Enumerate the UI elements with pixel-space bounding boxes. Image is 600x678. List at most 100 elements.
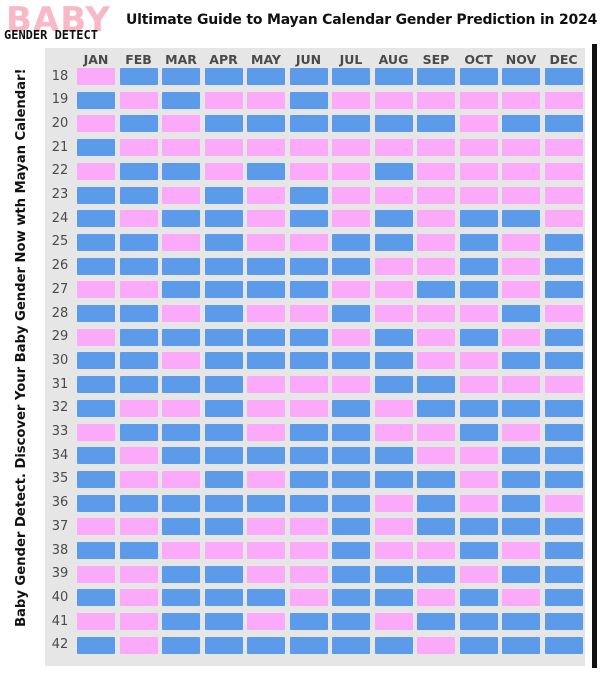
girl-cell: [417, 186, 455, 204]
boy-cell: [289, 470, 328, 488]
girl-cell: [374, 542, 413, 559]
girl-cell: [247, 91, 285, 109]
month-header: JUL: [339, 52, 363, 67]
girl-cell: [502, 257, 540, 275]
girl-cell: [374, 257, 413, 275]
boy-cell: [77, 233, 115, 251]
boy-cell: [77, 376, 115, 394]
boy-cell: [77, 139, 115, 157]
boy-cell: [332, 565, 370, 583]
girl-cell: [247, 139, 285, 157]
girl-cell: [162, 470, 200, 488]
age-label: 40: [51, 589, 69, 605]
boy-cell: [502, 565, 540, 583]
boy-cell: [247, 352, 285, 370]
girl-cell: [459, 305, 498, 322]
boy-cell: [502, 470, 540, 488]
boy-cell: [502, 447, 540, 465]
girl-cell: [247, 613, 285, 631]
boy-cell: [247, 68, 285, 85]
age-label: 23: [51, 187, 69, 202]
boy-cell: [459, 589, 498, 607]
boy-cell: [544, 281, 583, 299]
boy-cell: [544, 518, 583, 536]
month-header: MAR: [165, 52, 197, 67]
girl-cell: [289, 305, 328, 322]
boy-cell: [459, 613, 498, 631]
boy-cell: [162, 518, 200, 536]
girl-cell: [247, 518, 285, 536]
girl-cell: [119, 636, 158, 654]
boy-cell: [162, 281, 200, 299]
boy-cell: [502, 518, 540, 536]
age-label: 18: [51, 68, 69, 84]
boy-cell: [417, 518, 455, 536]
boy-cell: [162, 613, 200, 631]
girl-cell: [502, 376, 540, 394]
mayan-gender-chart: JAN FEB MAR APR MAY JUN JUL AUG SEP OCT NOV DEC 18 19…: [45, 48, 585, 666]
boy-cell: [247, 494, 285, 512]
boy-cell: [204, 115, 243, 133]
boy-cell: [544, 542, 583, 559]
boy-cell: [544, 352, 583, 370]
girl-cell: [77, 613, 115, 631]
boy-cell: [119, 328, 158, 346]
boy-cell: [204, 305, 243, 322]
girl-cell: [417, 636, 455, 654]
boy-cell: [162, 257, 200, 275]
girl-cell: [289, 518, 328, 536]
girl-cell: [459, 162, 498, 180]
boy-cell: [204, 233, 243, 251]
age-label: 37: [51, 518, 69, 534]
boy-cell: [247, 257, 285, 275]
boy-cell: [502, 68, 540, 85]
boy-cell: [544, 257, 583, 275]
boy-cell: [289, 613, 328, 631]
boy-cell: [289, 281, 328, 299]
boy-cell: [374, 470, 413, 488]
girl-cell: [119, 210, 158, 228]
boy-cell: [502, 352, 540, 370]
boy-cell: [459, 399, 498, 417]
logo-word-baby: BABY: [6, 0, 111, 40]
girl-cell: [502, 542, 540, 559]
age-label: 25: [51, 234, 69, 250]
boy-cell: [162, 162, 200, 180]
boy-cell: [374, 447, 413, 465]
boy-cell: [162, 376, 200, 394]
girl-cell: [119, 281, 158, 299]
boy-cell: [204, 68, 243, 85]
boy-cell: [332, 494, 370, 512]
girl-cell: [162, 542, 200, 559]
girl-cell: [544, 305, 583, 322]
girl-cell: [162, 186, 200, 204]
boy-cell: [332, 305, 370, 322]
girl-cell: [459, 565, 498, 583]
girl-cell: [289, 589, 328, 607]
boy-cell: [502, 399, 540, 417]
right-divider: [592, 44, 597, 668]
boy-cell: [162, 589, 200, 607]
girl-cell: [417, 162, 455, 180]
age-label: 29: [51, 329, 69, 345]
boy-cell: [374, 162, 413, 180]
boy-cell: [544, 565, 583, 583]
girl-cell: [417, 210, 455, 228]
girl-cell: [162, 305, 200, 322]
boy-cell: [544, 447, 583, 465]
boy-cell: [332, 352, 370, 370]
boy-cell: [289, 115, 328, 133]
boy-cell: [332, 423, 370, 441]
girl-cell: [289, 162, 328, 180]
boy-cell: [119, 186, 158, 204]
boy-cell: [417, 494, 455, 512]
boy-cell: [119, 115, 158, 133]
boy-cell: [204, 352, 243, 370]
boy-cell: [289, 423, 328, 441]
age-label: 31: [51, 376, 69, 392]
girl-cell: [544, 139, 583, 157]
girl-cell: [502, 162, 540, 180]
age-label: 30: [51, 352, 69, 368]
girl-cell: [502, 186, 540, 204]
boy-cell: [459, 257, 498, 275]
